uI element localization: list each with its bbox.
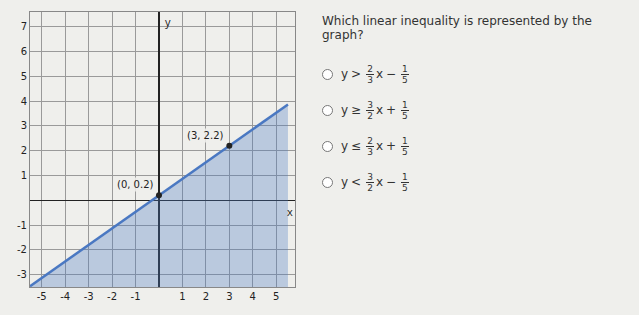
html-text:Which linear inequality is rep: Which linear inequality is represented b… [322,14,592,42]
html-text:y <: y < [341,175,362,189]
html-text:1: 1 [402,171,408,182]
svg-text:y: y [165,14,171,29]
svg-text:7: 7 [21,21,27,32]
html-text:y ≤: y ≤ [341,139,362,153]
html-text:3 x +: 3 x + [367,139,397,157]
svg-text:-3: -3 [17,269,27,280]
svg-text:6: 6 [21,46,27,57]
svg-text:-2: -2 [17,244,27,255]
svg-text:-3: -3 [84,291,94,302]
svg-text:4: 4 [250,291,256,302]
svg-text:-5: -5 [37,291,47,302]
svg-text:x: x [287,204,293,219]
svg-text:2: 2 [203,291,209,302]
svg-text:(3, 2.2): (3, 2.2) [187,130,224,141]
html-text:2: 2 [367,135,373,146]
html-text:1: 1 [402,63,408,74]
html-text:3: 3 [367,99,373,110]
svg-text:-1: -1 [131,291,141,302]
svg-text:1: 1 [21,170,27,181]
html-text:5: 5 [402,182,408,193]
html-text:y ≥: y ≥ [341,103,362,117]
html-text:2: 2 [367,63,373,74]
svg-text:-2: -2 [107,291,117,302]
svg-text:2: 2 [21,145,27,156]
svg-text:4: 4 [21,96,27,107]
svg-text:3: 3 [21,120,27,131]
svg-text:1: 1 [179,291,185,302]
html-text:3: 3 [367,171,373,182]
svg-text:3: 3 [226,291,232,302]
html-text:1: 1 [402,135,408,146]
svg-text:-1: -1 [17,220,27,231]
html-text:5: 5 [402,110,408,121]
html-text:5: 5 [402,74,408,85]
svg-text:(0, 0.2): (0, 0.2) [117,179,154,190]
html-text:y >: y > [341,67,362,81]
svg-text:-4: -4 [60,291,70,302]
html-text:1: 1 [402,99,408,110]
html-text:3 x −: 3 x − [367,67,397,85]
svg-text:5: 5 [21,71,27,82]
svg-text:5: 5 [273,291,279,302]
html-text:2 x −: 2 x − [367,175,397,193]
html-text:5: 5 [402,146,408,157]
html-text:2 x +: 2 x + [367,103,397,121]
